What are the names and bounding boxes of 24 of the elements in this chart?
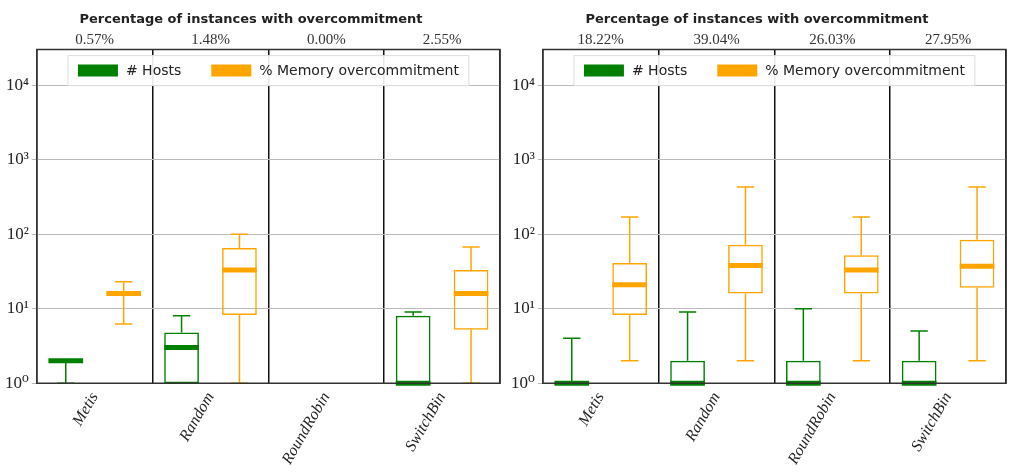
y-tick-label: 10² [6, 223, 29, 243]
text: 0.57% [75, 31, 115, 48]
text: 1.48% [191, 31, 230, 48]
y-tick-label: 10¹ [6, 298, 29, 318]
text: 0.00% [306, 31, 346, 48]
y-tick-label: 10³ [512, 149, 535, 169]
chart-title: Percentage of instances with overcommitment [585, 11, 929, 27]
legend-label: # Hosts [631, 62, 688, 79]
y-tick-label: 10⁴ [511, 74, 535, 94]
text: 2.55% [422, 31, 462, 48]
chart-title: Percentage of instances with overcommitment [79, 11, 423, 27]
legend-label: % Memory overcommitment [259, 62, 460, 79]
y-tick-label: 10⁰ [4, 372, 29, 392]
legend-label: # Hosts [125, 62, 182, 79]
text: 27.95% [924, 31, 972, 48]
y-tick-label: 10³ [6, 149, 29, 169]
y-tick-label: 10⁴ [5, 74, 29, 94]
y-tick-label: 10¹ [512, 298, 535, 318]
legend-label: % Memory overcommitment [765, 62, 966, 79]
y-tick-label: 10² [512, 223, 535, 243]
text: 39.04% [693, 31, 740, 48]
y-tick-label: 10⁰ [510, 372, 535, 392]
text: 26.03% [809, 31, 856, 48]
text: 18.22% [577, 31, 624, 48]
